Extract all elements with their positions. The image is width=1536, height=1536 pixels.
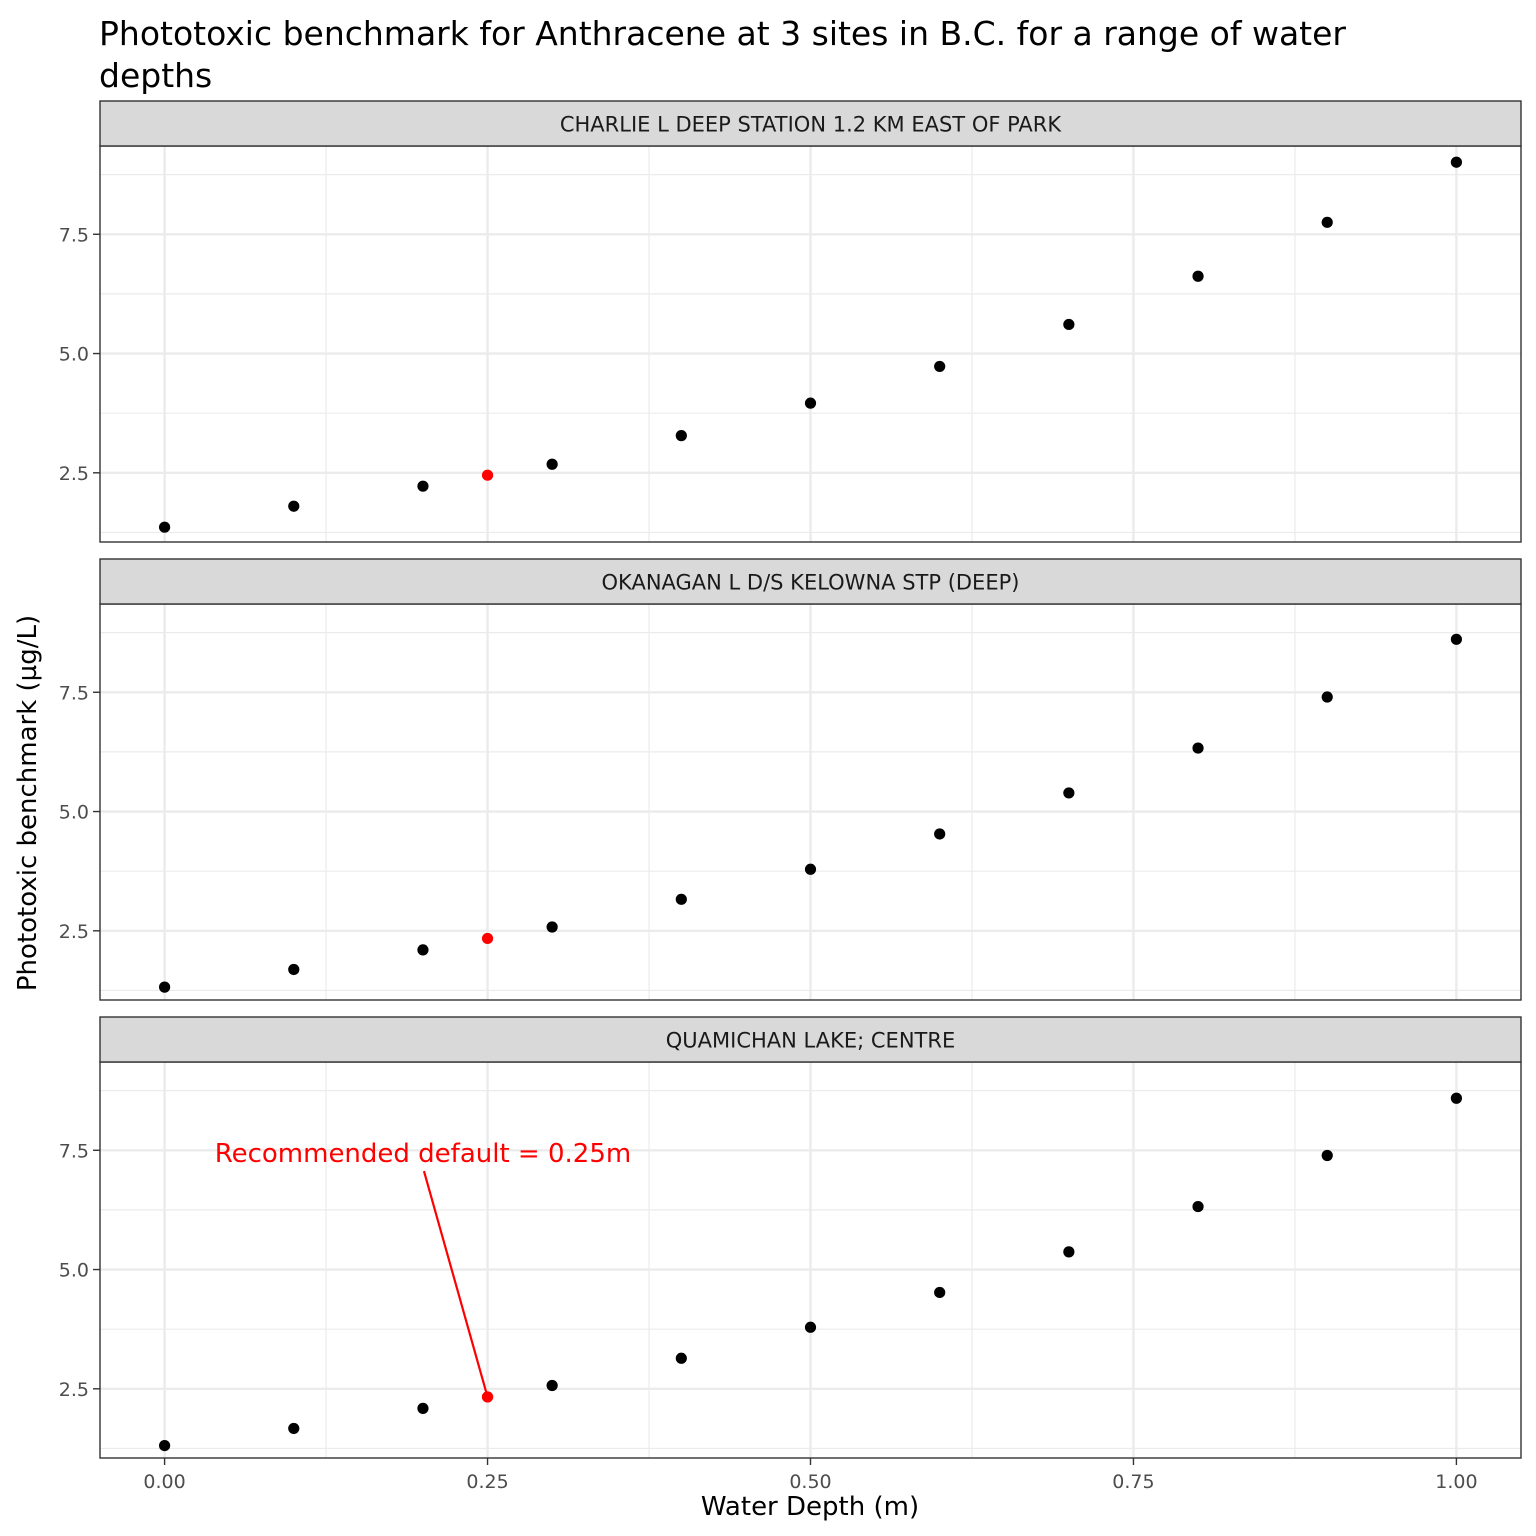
data-point <box>675 893 687 905</box>
x-tick-label: 0.50 <box>789 1471 831 1493</box>
data-point <box>417 944 429 956</box>
x-axis-title: Water Depth (m) <box>701 1492 919 1522</box>
data-point <box>804 397 817 409</box>
data-point <box>158 521 171 533</box>
data-point <box>1192 1200 1204 1213</box>
y-tick-label: 5.0 <box>59 1260 89 1282</box>
data-point <box>804 1321 817 1333</box>
data-point <box>546 1379 558 1392</box>
data-point <box>675 1352 687 1364</box>
data-point <box>804 863 817 875</box>
facet-strip-label: CHARLIE L DEEP STATION 1.2 KM EAST OF PA… <box>560 113 1063 137</box>
facet-panels: 2.5 5.0 7.5 CHARLIE L DEEP STATION 1.2 KM E… <box>59 100 1522 1459</box>
x-tick-label: 0.00 <box>143 1471 185 1493</box>
facet-panel-3: 2.5 5.0 7.5 QUAMICHAN LAKE; CENTRE Recommend… <box>59 1016 1522 1459</box>
data-point <box>288 500 300 512</box>
y-tick-label: 7.5 <box>59 224 89 246</box>
facet-panel-2: 2.5 5.0 7.5 OKANAGAN L D/S KELOWNA STP (DEE… <box>59 558 1522 1001</box>
data-point <box>1321 216 1333 228</box>
data-point <box>158 1439 171 1452</box>
data-point <box>934 1286 946 1299</box>
facet-strip <box>99 100 1522 147</box>
data-point <box>1321 1149 1333 1162</box>
y-tick-label: 2.5 <box>59 1379 89 1401</box>
y-axis-title: Phototoxic benchmark (µg/L) <box>13 615 43 991</box>
highlight-point <box>481 932 494 945</box>
data-point <box>1321 691 1333 703</box>
y-tick-label: 5.0 <box>59 344 89 366</box>
facet-strip-label: OKANAGAN L D/S KELOWNA STP (DEEP) <box>602 571 1020 595</box>
data-point <box>934 828 946 840</box>
highlight-point <box>481 469 494 481</box>
annotation-leader-line <box>422 1170 489 1398</box>
y-tick-label: 2.5 <box>59 921 89 943</box>
data-point <box>288 963 300 976</box>
data-point <box>158 981 171 993</box>
y-tick-label: 7.5 <box>59 682 89 704</box>
x-tick-label: 0.25 <box>466 1471 508 1493</box>
data-point <box>1063 318 1075 331</box>
facet-strip <box>99 558 1522 605</box>
data-point <box>288 1422 300 1435</box>
data-point <box>934 360 946 373</box>
y-tick-label: 2.5 <box>59 463 89 485</box>
x-axis: 0.00 0.25 0.50 0.75 1.00 <box>143 1458 1478 1493</box>
x-tick-label: 0.75 <box>1112 1471 1154 1493</box>
data-point <box>675 430 687 442</box>
chart-title-line-1: Phototoxic benchmark for Anthracene at 3… <box>99 14 1346 53</box>
facet-strip-label: QUAMICHAN LAKE; CENTRE <box>666 1029 955 1053</box>
data-point <box>546 458 558 470</box>
x-tick-label: 1.00 <box>1435 1471 1477 1493</box>
data-point <box>546 921 558 933</box>
data-point <box>1063 1246 1075 1258</box>
data-point <box>417 480 429 492</box>
data-point <box>1450 633 1463 645</box>
data-point <box>1192 270 1204 282</box>
y-tick-label: 5.0 <box>59 802 89 824</box>
facet-panel-1: 2.5 5.0 7.5 CHARLIE L DEEP STATION 1.2 KM E… <box>59 100 1522 543</box>
chart-title-line-2: depths <box>99 56 212 95</box>
data-point <box>1063 787 1075 799</box>
data-point <box>1192 742 1204 754</box>
annotation-target-point <box>481 1391 494 1403</box>
y-tick-label: 7.5 <box>59 1140 89 1162</box>
annotation-label: Recommended default = 0.25m <box>215 1139 632 1169</box>
facet-strip <box>99 1016 1522 1063</box>
data-point <box>1450 1092 1463 1104</box>
data-point <box>1450 156 1463 168</box>
data-point <box>417 1402 429 1414</box>
